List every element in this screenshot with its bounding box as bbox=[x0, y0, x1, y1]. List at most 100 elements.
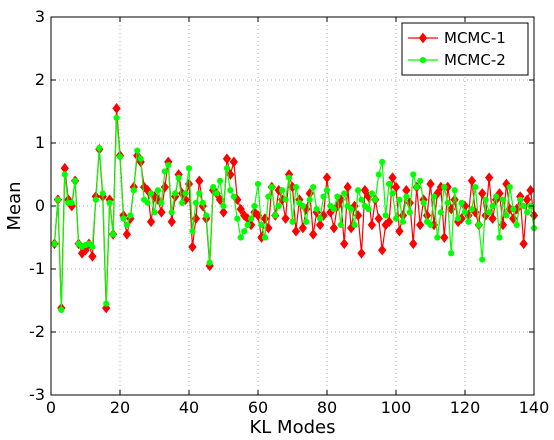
data-point bbox=[216, 177, 224, 184]
data-point bbox=[195, 175, 204, 187]
legend-label: MCMC-1 bbox=[444, 29, 506, 47]
data-point bbox=[196, 190, 203, 197]
data-point bbox=[519, 238, 528, 250]
data-point bbox=[399, 218, 406, 225]
data-point bbox=[151, 209, 158, 216]
y-tick-label: -2 bbox=[29, 322, 45, 341]
data-point bbox=[199, 199, 206, 206]
data-point bbox=[348, 206, 355, 213]
data-point bbox=[306, 196, 313, 203]
legend-label: MCMC-2 bbox=[444, 51, 506, 69]
data-point bbox=[258, 221, 265, 228]
data-point bbox=[472, 184, 479, 191]
data-point bbox=[261, 234, 268, 241]
data-point bbox=[317, 215, 324, 222]
x-tick-label: 140 bbox=[519, 398, 550, 417]
data-point bbox=[409, 238, 418, 250]
data-point bbox=[413, 184, 420, 191]
data-point bbox=[241, 228, 248, 235]
data-point bbox=[99, 190, 106, 197]
data-point bbox=[265, 193, 272, 200]
data-point bbox=[285, 174, 293, 181]
data-point bbox=[391, 181, 401, 193]
data-point bbox=[372, 196, 379, 203]
data-point bbox=[486, 209, 493, 216]
data-point bbox=[213, 190, 220, 197]
data-point bbox=[461, 209, 469, 216]
series-line bbox=[53, 117, 535, 310]
data-point bbox=[320, 193, 327, 200]
data-point bbox=[478, 188, 487, 199]
data-point bbox=[416, 219, 425, 231]
data-point bbox=[220, 202, 227, 210]
axis-ticks: 0 20 40 60 80 100 120 140 -3 -2 -1 0 1 2 3 bbox=[29, 7, 549, 417]
data-point bbox=[365, 206, 372, 213]
data-point bbox=[329, 222, 339, 234]
data-point bbox=[322, 172, 332, 183]
data-point bbox=[310, 184, 317, 191]
data-point bbox=[289, 218, 296, 225]
data-point bbox=[375, 171, 382, 178]
data-point bbox=[134, 147, 141, 154]
data-point bbox=[58, 306, 65, 314]
data-point bbox=[406, 209, 413, 216]
data-point bbox=[427, 221, 434, 228]
data-point bbox=[137, 155, 144, 162]
data-point bbox=[203, 212, 210, 219]
series-layer bbox=[50, 103, 539, 314]
data-point bbox=[168, 209, 175, 216]
data-point bbox=[351, 221, 358, 228]
data-point bbox=[303, 218, 310, 225]
y-tick-label: -1 bbox=[29, 259, 45, 278]
data-point bbox=[223, 165, 231, 172]
legend-entry: MCMC-1 bbox=[408, 29, 506, 47]
data-point bbox=[68, 199, 75, 206]
data-point bbox=[309, 229, 318, 240]
data-point bbox=[298, 222, 307, 234]
data-point bbox=[485, 172, 494, 183]
data-point bbox=[378, 244, 387, 256]
data-point bbox=[503, 212, 510, 219]
data-point bbox=[341, 190, 348, 197]
x-tick-label: 80 bbox=[317, 398, 337, 417]
data-point bbox=[506, 184, 513, 191]
data-point bbox=[72, 177, 79, 184]
legend-entry: MCMC-2 bbox=[408, 51, 506, 69]
data-point bbox=[488, 213, 497, 224]
data-point bbox=[234, 215, 241, 222]
data-point bbox=[448, 250, 455, 257]
data-point bbox=[358, 196, 365, 203]
data-point bbox=[475, 221, 482, 228]
data-point bbox=[88, 251, 97, 262]
data-point bbox=[275, 202, 282, 210]
data-point bbox=[386, 180, 393, 188]
data-point bbox=[113, 114, 120, 121]
data-point bbox=[96, 144, 103, 152]
data-point bbox=[313, 206, 320, 213]
data-point bbox=[147, 190, 155, 197]
data-point bbox=[410, 171, 417, 178]
data-point bbox=[61, 171, 68, 178]
data-point bbox=[396, 196, 403, 203]
data-point bbox=[499, 196, 507, 203]
data-point bbox=[279, 187, 286, 194]
data-point bbox=[268, 184, 275, 191]
data-point bbox=[419, 56, 427, 64]
data-point bbox=[340, 238, 349, 250]
data-point bbox=[236, 203, 245, 215]
data-point bbox=[354, 187, 362, 194]
data-point bbox=[392, 215, 400, 222]
data-point bbox=[468, 206, 475, 213]
series-mcmc-2 bbox=[51, 114, 538, 314]
data-point bbox=[382, 212, 389, 219]
data-point bbox=[103, 300, 110, 307]
data-point bbox=[441, 184, 448, 191]
data-point bbox=[146, 216, 156, 228]
data-point bbox=[189, 228, 196, 235]
data-point bbox=[182, 190, 189, 197]
data-point bbox=[489, 202, 496, 210]
data-point bbox=[299, 202, 306, 210]
data-point bbox=[451, 187, 458, 194]
x-tick-label: 60 bbox=[248, 398, 268, 417]
